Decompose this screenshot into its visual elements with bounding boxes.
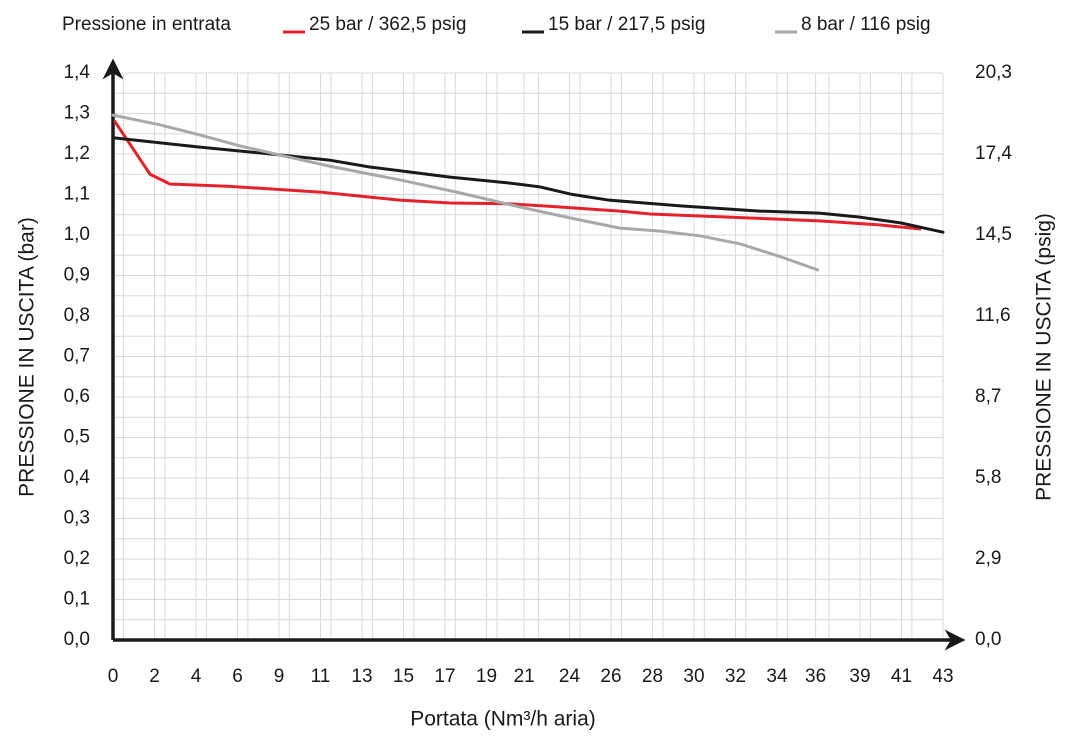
y2-axis-title: PRESSIONE IN USCITA (psig) — [1033, 213, 1056, 501]
x-tick-label: 9 — [274, 666, 285, 687]
y-tick-label: 1,0 — [64, 224, 90, 245]
y2-tick-label: 2,9 — [975, 548, 1001, 569]
y-tick-label: 1,4 — [64, 62, 91, 83]
y2-tick-label: 20,3 — [975, 62, 1012, 83]
y-axis-title: PRESSIONE IN USCITA (bar) — [16, 217, 39, 497]
y-tick-label: 0,1 — [64, 589, 90, 610]
x-tick-label: 21 — [514, 666, 535, 687]
y-tick-label: 0,2 — [64, 548, 90, 569]
y-tick-label: 0,6 — [64, 386, 90, 407]
x-axis-title: Portata (Nm³/h aria) — [410, 708, 596, 731]
x-tick-label: 2 — [149, 666, 160, 687]
y-tick-label: 0,5 — [64, 427, 90, 448]
x-tick-label: 32 — [725, 666, 746, 687]
y2-tick-label: 17,4 — [975, 143, 1012, 164]
x-tick-label: 39 — [849, 666, 870, 687]
legend-label: 8 bar / 116 psig — [801, 14, 931, 35]
y-tick-label: 0,8 — [64, 305, 90, 326]
x-tick-label: 19 — [476, 666, 497, 687]
legend-label: 25 bar / 362,5 psig — [309, 14, 466, 35]
x-tick-label: 26 — [600, 666, 621, 687]
x-tick-label: 30 — [683, 666, 704, 687]
x-tick-label: 6 — [232, 666, 243, 687]
legend-label: 15 bar / 217,5 psig — [548, 14, 705, 35]
x-tick-label: 34 — [766, 666, 788, 687]
grid — [112, 72, 944, 641]
x-tick-label: 4 — [191, 666, 202, 687]
y-tick-label: 0,0 — [64, 629, 90, 650]
x-tick-label: 36 — [805, 666, 826, 687]
x-tick-label: 17 — [434, 666, 455, 687]
y2-tick-label: 14,5 — [975, 224, 1012, 245]
legend-title: Pressione in entrata — [62, 14, 231, 35]
x-tick-label: 24 — [559, 666, 581, 687]
x-tick-label: 41 — [891, 666, 912, 687]
y-tick-label: 0,3 — [64, 508, 90, 529]
y-tick-label: 1,2 — [64, 143, 90, 164]
data-line — [111, 136, 945, 234]
y-tick-label: 0,4 — [64, 467, 91, 488]
y-tick-label: 0,7 — [64, 346, 90, 367]
y-tick-label: 0,9 — [64, 265, 90, 286]
y2-tick-label: 11,6 — [975, 305, 1011, 326]
x-tick-label: 0 — [108, 666, 119, 687]
data-line — [113, 120, 922, 231]
x-tick-label: 15 — [393, 666, 414, 687]
x-tick-label: 11 — [311, 666, 331, 687]
y2-tick-label: 5,8 — [975, 467, 1001, 488]
x-tick-label: 13 — [351, 666, 372, 687]
data-line — [111, 113, 820, 272]
x-tick-label: 28 — [642, 666, 663, 687]
y2-tick-label: 0,0 — [975, 629, 1001, 650]
x-tick-label: 43 — [932, 666, 953, 687]
y-tick-label: 1,1 — [64, 184, 90, 205]
y-tick-label: 1,3 — [64, 103, 90, 124]
y2-tick-label: 8,7 — [975, 386, 1001, 407]
